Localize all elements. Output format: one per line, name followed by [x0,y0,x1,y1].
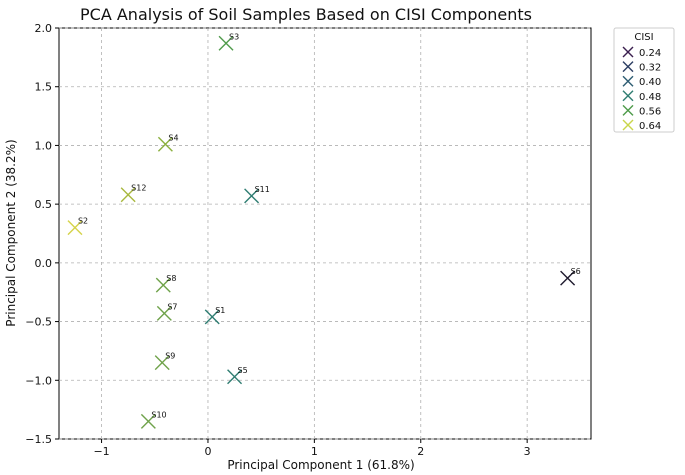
x-tick-label: 0 [204,445,211,458]
point-label: S2 [78,217,88,226]
data-point-s6: S6 [560,267,581,286]
legend-entry: 0.40 [622,75,661,88]
legend-label: 0.32 [639,63,661,74]
y-tick-label: 0.5 [35,198,53,211]
data-point-s11: S11 [244,185,270,204]
legend-marker [622,119,634,131]
data-point-s5: S5 [227,366,248,385]
point-label: S8 [166,274,176,283]
legend-entry: 0.24 [622,46,661,59]
legend-entry: 0.64 [622,119,661,132]
x-tick-label: −1 [93,445,109,458]
y-tick-label: −0.5 [25,316,52,329]
legend-label: 0.56 [639,106,661,117]
grid-lines [59,27,591,440]
point-label: S10 [151,410,166,419]
y-tick-label: −1.0 [25,374,52,387]
x-marker [67,220,83,236]
legend-marker [622,46,634,58]
data-point-s2: S2 [67,217,88,236]
x-marker [156,305,172,321]
legend-entries: 0.24 0.32 0.40 0.48 0.56 0.64 [622,46,661,132]
data-point-s8: S8 [155,274,176,293]
data-points: S1 S2 S3 S4 S5 S6 S7 S8 S9 S10 S11 S12 [67,32,581,429]
data-point-s12: S12 [120,184,146,203]
data-point-s1: S1 [204,306,225,325]
legend-marker [622,90,634,102]
point-label: S9 [165,352,175,361]
x-marker [140,413,156,429]
legend-label: 0.24 [639,48,661,59]
point-label: S7 [167,302,177,311]
point-label: S4 [168,133,178,142]
x-marker [154,355,170,371]
x-marker [560,270,576,286]
legend-label: 0.40 [639,77,661,88]
data-point-s7: S7 [156,302,178,321]
point-label: S1 [215,306,225,315]
data-point-s9: S9 [154,352,175,371]
legend-marker [622,75,634,87]
x-marker [204,309,220,325]
x-marker [218,35,234,51]
x-tick-label: 3 [524,445,531,458]
point-label: S6 [571,267,581,276]
legend-label: 0.64 [639,121,661,132]
legend-title: CISI [634,32,653,43]
x-marker [244,188,260,204]
x-marker [155,277,171,293]
legend-label: 0.48 [639,92,661,103]
data-point-s3: S3 [218,32,239,51]
chart-title: PCA Analysis of Soil Samples Based on CI… [80,5,532,24]
legend-entry: 0.48 [622,90,661,103]
legend-entry: 0.32 [622,61,661,74]
legend: CISI 0.24 0.32 0.40 0.48 0.56 0.64 [613,27,675,133]
legend-marker [622,104,634,116]
x-tick-label: 1 [311,445,318,458]
x-marker [227,369,243,385]
y-ticks: −1.5 −1.0 −0.5 0.0 0.5 1.0 1.5 2.0 [25,22,59,446]
legend-entry: 0.56 [622,104,661,117]
point-label: S12 [131,184,146,193]
y-tick-label: 1.0 [35,139,53,152]
data-point-s4: S4 [157,133,179,152]
y-axis-label: Principal Component 2 (38.2%) [4,139,18,326]
x-marker [157,136,173,152]
point-label: S11 [255,185,270,194]
plot-frame [58,27,592,440]
x-ticks: −1 0 1 2 3 [93,439,531,458]
y-tick-label: 2.0 [35,22,53,35]
legend-marker [622,61,634,73]
y-tick-label: 0.0 [35,257,53,270]
legend-box [613,27,675,133]
y-tick-label: −1.5 [25,433,52,446]
point-label: S5 [238,366,248,375]
data-point-s10: S10 [140,410,167,429]
x-marker [120,187,136,203]
x-axis-label: Principal Component 1 (61.8%) [227,458,414,472]
y-tick-label: 1.5 [35,81,53,94]
x-tick-label: 2 [417,445,424,458]
point-label: S3 [229,32,239,41]
plot-area: −1 0 1 2 3 −1.5−1.0−0.50.00.51.01.52.0 S1S2S… [25,22,592,458]
